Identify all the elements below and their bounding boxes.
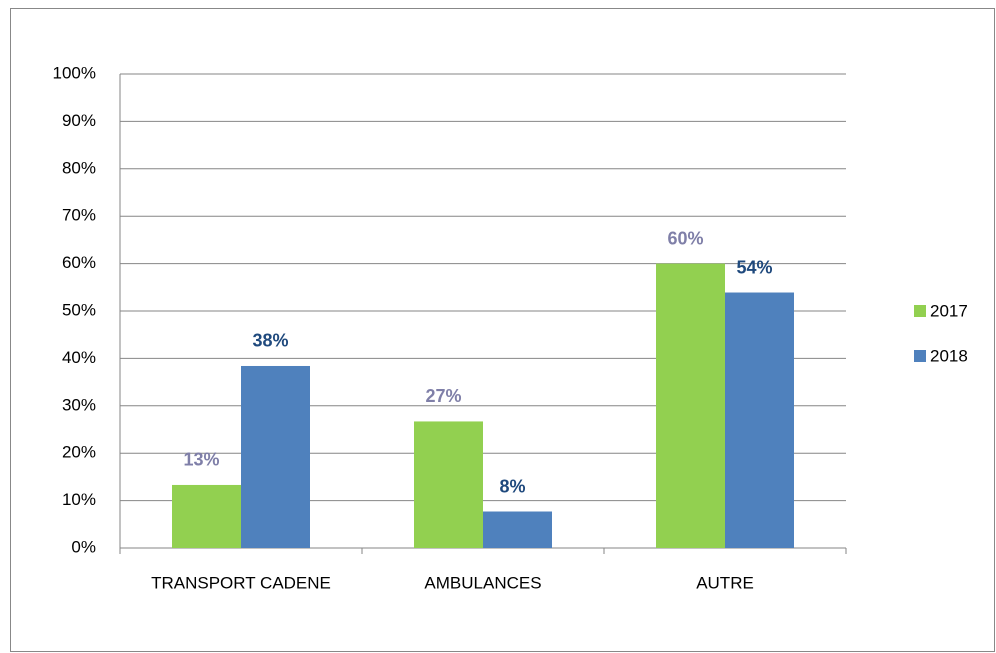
legend-label: 2017 [930, 301, 968, 320]
y-tick-label: 60% [62, 253, 96, 272]
bar [656, 263, 725, 548]
y-tick-label: 90% [62, 111, 96, 130]
x-tick-label: AUTRE [696, 573, 754, 592]
bar [172, 484, 241, 548]
value-label: 8% [499, 476, 525, 496]
bar [414, 421, 483, 548]
x-tick-label: TRANSPORT CADENE [151, 573, 331, 592]
value-label: 13% [183, 450, 219, 470]
value-label: 54% [736, 257, 772, 277]
legend-swatch [914, 350, 926, 362]
legend-swatch [914, 305, 926, 317]
legend-label: 2018 [930, 346, 968, 365]
x-tick-label: AMBULANCES [424, 573, 541, 592]
y-tick-label: 80% [62, 158, 96, 177]
value-label: 27% [425, 386, 461, 406]
y-tick-label: 50% [62, 300, 96, 319]
y-tick-label: 70% [62, 206, 96, 225]
y-tick-label: 40% [62, 348, 96, 367]
y-tick-label: 10% [62, 490, 96, 509]
value-label: 38% [252, 331, 288, 351]
chart-frame [10, 8, 995, 652]
value-label: 60% [667, 228, 703, 248]
bar [725, 292, 794, 548]
bar [483, 511, 552, 548]
y-tick-label: 30% [62, 395, 96, 414]
y-tick-label: 20% [62, 443, 96, 462]
y-tick-label: 100% [53, 63, 96, 82]
y-tick-label: 0% [71, 537, 96, 556]
bar [241, 365, 310, 548]
